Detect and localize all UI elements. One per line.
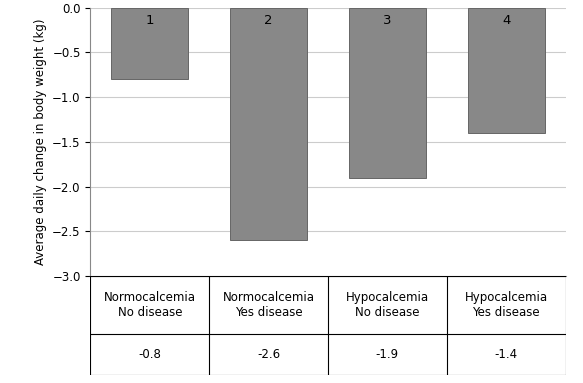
Text: 3: 3: [383, 14, 392, 27]
Text: 4: 4: [502, 14, 510, 27]
Text: Normocalcemia
Yes disease: Normocalcemia Yes disease: [223, 291, 315, 319]
Text: Hypocalcemia
Yes disease: Hypocalcemia Yes disease: [465, 291, 547, 319]
Text: -1.9: -1.9: [376, 348, 399, 361]
Bar: [111, 8, 188, 79]
Bar: [230, 8, 307, 240]
Text: -0.8: -0.8: [138, 348, 161, 361]
Text: -2.6: -2.6: [257, 348, 280, 361]
Text: 1: 1: [146, 14, 154, 27]
Bar: [468, 8, 545, 133]
Text: 2: 2: [264, 14, 273, 27]
Text: Hypocalcemia
No disease: Hypocalcemia No disease: [346, 291, 429, 319]
Bar: [349, 8, 426, 178]
Text: -1.4: -1.4: [494, 348, 518, 361]
Y-axis label: Average daily change in body weight (kg): Average daily change in body weight (kg): [34, 18, 47, 265]
Text: Normocalcemia
No disease: Normocalcemia No disease: [104, 291, 196, 319]
